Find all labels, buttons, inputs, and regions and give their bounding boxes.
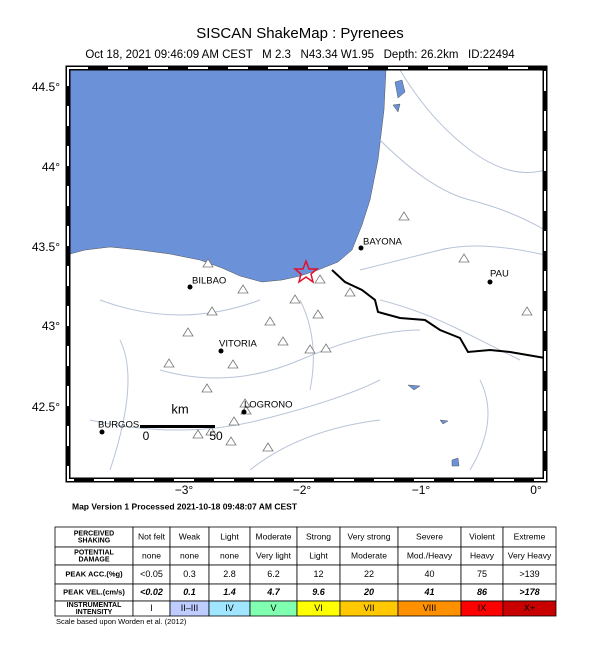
title: SISCAN ShakeMap : Pyrenees	[196, 25, 404, 42]
legend-cell-text: I	[150, 603, 153, 613]
legend-cell-text: 20	[363, 587, 374, 597]
legend-cell-text: <0.02	[140, 587, 163, 597]
map-version: Map Version 1 Processed 2021-10-18 09:48…	[72, 501, 298, 511]
city-label: LOGRONO	[244, 400, 293, 411]
subtitle: Oct 18, 2021 09:46:09 AM CEST M 2.3 N43.…	[85, 49, 515, 61]
legend-row-label: INSTRUMENTAL	[67, 602, 122, 609]
legend-cell-text: 75	[477, 569, 487, 579]
legend-cell-text: Very Heavy	[508, 550, 552, 560]
legend-row-label: POTENTIAL	[74, 549, 114, 556]
legend-cell-text: Mod./Heavy	[407, 550, 453, 560]
stations	[163, 211, 533, 452]
footnote: Scale based upon Worden et al. (2012)	[56, 617, 187, 626]
legend-row-label: DAMAGE	[78, 556, 109, 563]
legend-cell-text: II–III	[181, 603, 199, 613]
city-label: BURGOS	[98, 420, 139, 431]
legend-cell-text: none	[220, 550, 239, 560]
legend-cell-text: Light	[309, 550, 328, 560]
legend-cell-text: VI	[314, 603, 323, 613]
legend-cell-text: IX	[478, 603, 487, 613]
legend-row-label: SHAKING	[78, 537, 111, 544]
city-label: VITORIA	[219, 339, 257, 350]
legend-cell-text: Moderate	[256, 531, 292, 541]
legend-cell-text: IV	[225, 603, 234, 613]
scale-unit: km	[171, 401, 188, 416]
legend-cell-text: 6.2	[267, 569, 280, 579]
legend-cell-text: VIII	[423, 603, 437, 613]
city-dot	[218, 348, 224, 354]
lon-label: 0°	[530, 483, 542, 497]
legend-cell-text: 4.7	[266, 587, 281, 597]
legend-cell-text: Very strong	[348, 531, 391, 541]
legend-cell-text: Light	[220, 531, 239, 541]
lat-label: 42.5°	[32, 400, 60, 414]
city-dot	[99, 429, 105, 435]
legend-cell-text: VII	[363, 603, 374, 613]
legend-cell-text: V	[270, 603, 276, 613]
map	[65, 65, 548, 483]
legend-cell-text: 40	[424, 569, 434, 579]
city-label: BILBAO	[192, 276, 226, 287]
legend-cell-text: Weak	[179, 531, 201, 541]
legend-cell-text: Not felt	[138, 531, 166, 541]
city-dot	[187, 284, 193, 290]
city-label: PAU	[490, 269, 509, 280]
epicenter	[292, 258, 320, 284]
lat-label: 44°	[42, 160, 60, 174]
legend-cell-text: Very light	[256, 550, 292, 560]
legend-cell-text: Severe	[416, 531, 443, 541]
legend-cell-text: Moderate	[351, 550, 387, 560]
lat-label: 43.5°	[32, 240, 60, 254]
legend-cell-text: 41	[423, 587, 434, 597]
city-dot	[487, 279, 493, 285]
city-label: BAYONA	[363, 237, 403, 248]
legend-row-label: PEAK VEL.(cm/s)	[63, 587, 125, 596]
city-dot	[241, 409, 247, 415]
legend-cell-text: 86	[477, 587, 488, 597]
legend-row-label: PERCEIVED	[74, 530, 114, 537]
legend-cell-text: Strong	[306, 531, 331, 541]
scale-end: 50	[209, 429, 223, 443]
legend-cell-text: none	[142, 550, 161, 560]
legend-cell-text: 0.1	[183, 587, 196, 597]
legend-cell-text: Extreme	[514, 531, 546, 541]
legend-cell-text: X+	[524, 603, 535, 613]
legend-cell-text: 9.6	[312, 587, 326, 597]
legend-row-label: PEAK ACC.(%g)	[65, 569, 123, 578]
lon-label: −1°	[412, 483, 431, 497]
legend-cell-text: 22	[364, 569, 374, 579]
legend-cell-text: 2.8	[223, 569, 236, 579]
legend-cell-text: Heavy	[470, 550, 495, 560]
legend-cell	[502, 600, 557, 617]
legend-cell-text: 12	[313, 569, 323, 579]
legend-cell-text: >139	[519, 569, 539, 579]
lat-label: 43°	[42, 319, 60, 333]
legend-cell-text: 0.3	[183, 569, 196, 579]
lon-label: −2°	[293, 483, 312, 497]
legend-row-label: INTENSITY	[76, 609, 113, 616]
legend-cell-text: Violent	[469, 531, 495, 541]
legend-cell-text: 1.4	[223, 587, 236, 597]
scale-start: 0	[143, 429, 150, 443]
legend-cell-text: >178	[519, 587, 539, 597]
city-dot	[358, 245, 364, 251]
legend-cell-text: <0.05	[140, 569, 163, 579]
lon-label: −3°	[175, 483, 194, 497]
legend-cell-text: none	[180, 550, 199, 560]
lat-label: 44.5°	[32, 80, 60, 94]
